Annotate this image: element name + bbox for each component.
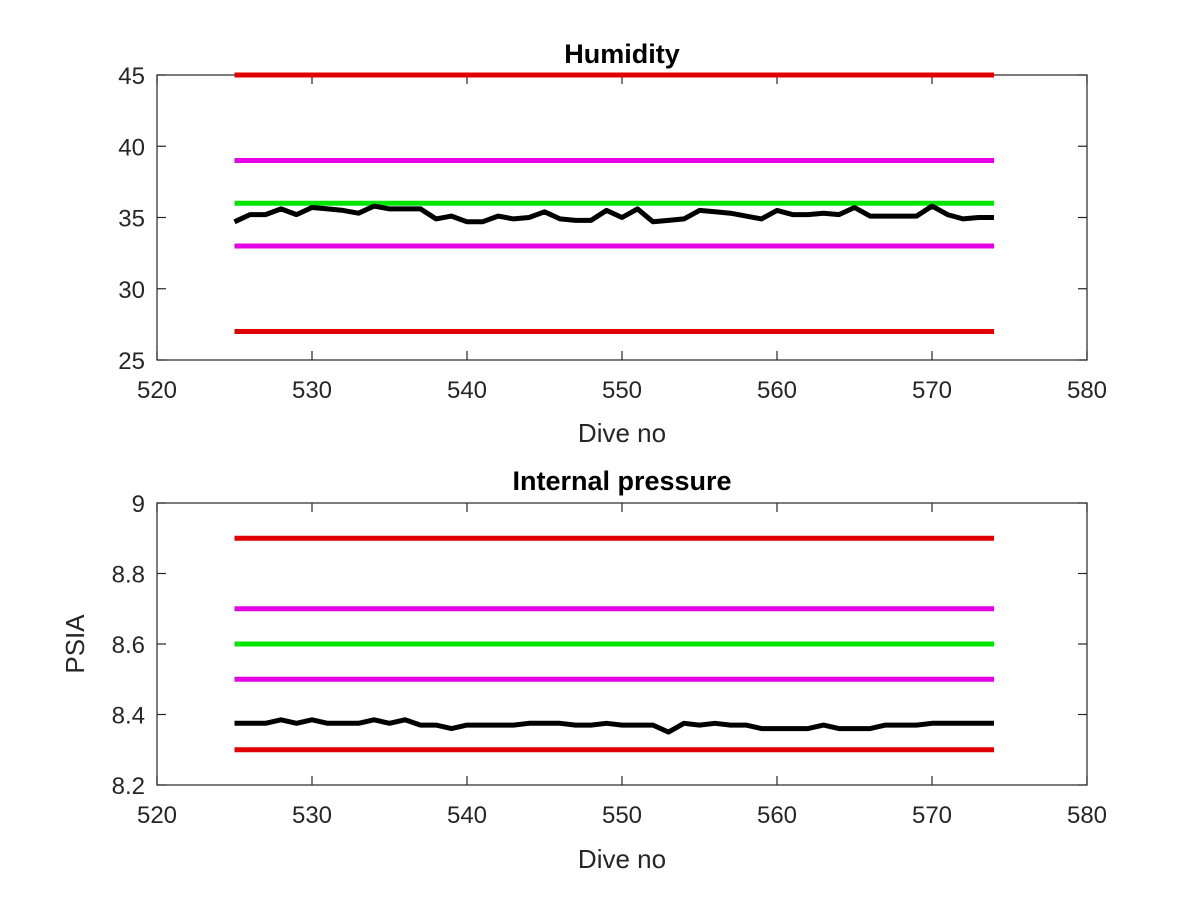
- humidity-chart: Humidity Dive no 520 530 540 550 560 570 580 25…: [118, 39, 1107, 448]
- pressure-y-axis-label: PSIA: [60, 614, 90, 674]
- pressure-title: Internal pressure: [512, 466, 731, 496]
- internal-pressure-chart: Internal pressure Dive no PSIA 520 530 540…: [60, 466, 1107, 874]
- pressure-y-tick-label: 9: [132, 491, 145, 518]
- pressure-y-tick-label: 8.2: [112, 773, 145, 800]
- humidity-ticks: 520 530 540 550 560 570 580 25 30 35 40 45: [118, 63, 1107, 404]
- humidity-x-tick-label: 530: [292, 377, 332, 404]
- humidity-x-tick-label: 540: [447, 377, 487, 404]
- humidity-marks: [233, 72, 994, 334]
- humidity-x-tick-label: 550: [602, 377, 642, 404]
- humidity-x-tick-label: 560: [757, 377, 797, 404]
- pressure-x-tick-label: 570: [912, 802, 952, 829]
- humidity-series-line: [233, 203, 994, 225]
- humidity-x-axis-label: Dive no: [578, 418, 666, 448]
- humidity-y-tick-label: 35: [118, 206, 145, 233]
- humidity-y-tick-label: 25: [118, 348, 145, 375]
- humidity-y-tick-label: 30: [118, 277, 145, 304]
- pressure-y-tick-label: 8.8: [112, 562, 145, 589]
- pressure-y-tick-label: 8.4: [112, 703, 145, 730]
- pressure-x-tick-label: 530: [292, 802, 332, 829]
- humidity-x-tick-label: 520: [137, 377, 177, 404]
- pressure-series-line: [234, 717, 994, 735]
- pressure-x-tick-label: 520: [137, 802, 177, 829]
- pressure-x-tick-label: 580: [1067, 802, 1107, 829]
- pressure-ticks: 520 530 540 550 560 570 580 8.2 8.4 8.6 8.8 9: [112, 491, 1107, 829]
- humidity-y-tick-label: 40: [118, 134, 145, 161]
- pressure-x-tick-label: 560: [757, 802, 797, 829]
- pressure-x-axis-label: Dive no: [578, 844, 666, 874]
- humidity-x-tick-label: 570: [912, 377, 952, 404]
- humidity-title: Humidity: [564, 39, 680, 69]
- humidity-y-tick-label: 45: [118, 63, 145, 90]
- pressure-x-tick-label: 540: [447, 802, 487, 829]
- pressure-marks: [234, 535, 994, 753]
- pressure-y-tick-label: 8.6: [112, 632, 145, 659]
- humidity-x-tick-label: 580: [1067, 377, 1107, 404]
- pressure-x-tick-label: 550: [602, 802, 642, 829]
